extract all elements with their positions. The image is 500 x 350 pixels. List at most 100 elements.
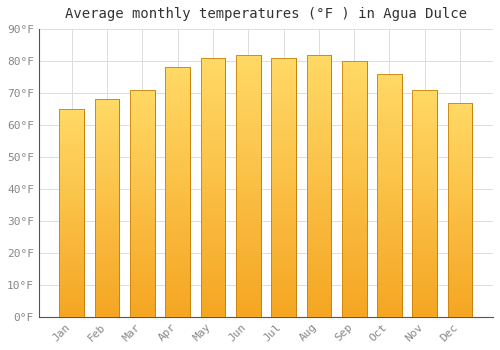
Bar — [342, 61, 366, 317]
Bar — [130, 90, 155, 317]
Bar — [236, 243, 260, 248]
Bar — [448, 180, 472, 184]
Bar — [271, 68, 296, 74]
Bar — [200, 193, 226, 198]
Bar — [377, 171, 402, 176]
Bar — [166, 122, 190, 127]
Bar — [342, 102, 366, 107]
Bar — [200, 161, 226, 167]
Bar — [130, 285, 155, 289]
Bar — [412, 280, 437, 285]
Bar — [236, 70, 260, 76]
Bar — [60, 238, 84, 242]
Bar — [377, 200, 402, 205]
Bar — [94, 173, 120, 178]
Bar — [377, 181, 402, 186]
Bar — [130, 258, 155, 262]
Bar — [271, 296, 296, 301]
Bar — [60, 288, 84, 292]
Bar — [236, 81, 260, 86]
Bar — [130, 199, 155, 203]
Bar — [200, 203, 226, 208]
Bar — [236, 154, 260, 160]
Bar — [448, 313, 472, 317]
Bar — [166, 147, 190, 152]
Bar — [377, 283, 402, 288]
Bar — [130, 267, 155, 271]
Bar — [200, 198, 226, 203]
Bar — [236, 264, 260, 270]
Bar — [60, 109, 84, 317]
Bar — [60, 292, 84, 296]
Bar — [236, 202, 260, 207]
Bar — [412, 240, 437, 244]
Bar — [306, 186, 331, 191]
Bar — [271, 167, 296, 172]
Bar — [166, 152, 190, 157]
Bar — [200, 68, 226, 74]
Bar — [271, 182, 296, 187]
Bar — [130, 289, 155, 294]
Bar — [200, 229, 226, 234]
Bar — [60, 221, 84, 225]
Bar — [200, 187, 226, 192]
Bar — [60, 308, 84, 313]
Bar — [94, 99, 120, 317]
Bar — [342, 225, 366, 230]
Bar — [271, 177, 296, 182]
Bar — [94, 121, 120, 126]
Bar — [306, 312, 331, 317]
Bar — [342, 158, 366, 163]
Bar — [377, 249, 402, 254]
Bar — [306, 296, 331, 301]
Bar — [306, 248, 331, 254]
Bar — [342, 61, 366, 66]
Bar — [60, 172, 84, 175]
Bar — [377, 302, 402, 307]
Bar — [271, 260, 296, 265]
Bar — [60, 126, 84, 130]
Bar — [60, 146, 84, 150]
Bar — [271, 151, 296, 156]
Bar — [130, 226, 155, 231]
Bar — [271, 281, 296, 286]
Bar — [271, 301, 296, 307]
Bar — [60, 296, 84, 300]
Bar — [342, 143, 366, 148]
Bar — [60, 313, 84, 317]
Bar — [60, 242, 84, 246]
Bar — [377, 147, 402, 152]
Bar — [94, 225, 120, 230]
Bar — [166, 127, 190, 132]
Bar — [60, 234, 84, 238]
Bar — [342, 215, 366, 219]
Bar — [166, 157, 190, 162]
Bar — [60, 188, 84, 192]
Bar — [412, 271, 437, 276]
Bar — [306, 301, 331, 306]
Bar — [412, 235, 437, 240]
Bar — [377, 210, 402, 215]
Bar — [130, 103, 155, 108]
Bar — [130, 90, 155, 94]
Bar — [200, 89, 226, 94]
Title: Average monthly temperatures (°F ) in Agua Dulce: Average monthly temperatures (°F ) in Ag… — [65, 7, 467, 21]
Bar — [200, 78, 226, 84]
Bar — [377, 244, 402, 249]
Bar — [94, 130, 120, 134]
Bar — [166, 227, 190, 232]
Bar — [342, 184, 366, 189]
Bar — [60, 209, 84, 213]
Bar — [448, 103, 472, 107]
Bar — [94, 191, 120, 195]
Bar — [377, 219, 402, 224]
Bar — [306, 86, 331, 91]
Bar — [271, 78, 296, 84]
Bar — [448, 278, 472, 282]
Bar — [271, 286, 296, 291]
Bar — [412, 203, 437, 208]
Bar — [342, 204, 366, 209]
Bar — [306, 270, 331, 275]
Bar — [377, 74, 402, 317]
Bar — [236, 175, 260, 181]
